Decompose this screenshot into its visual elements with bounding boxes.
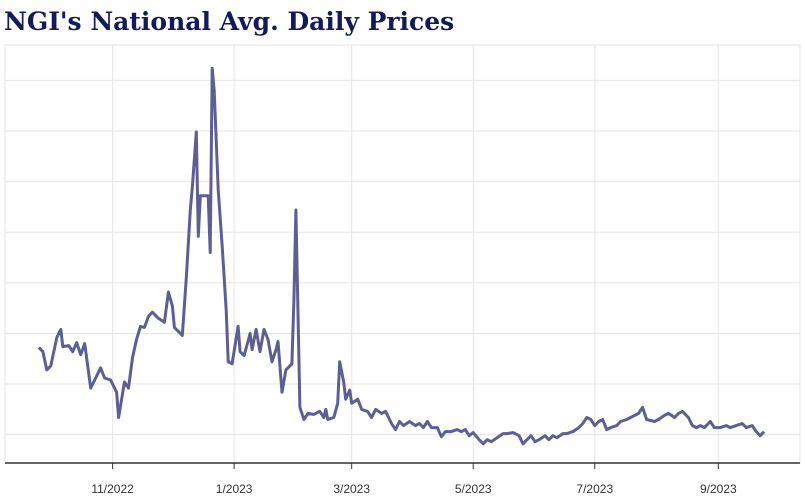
x-tick-label: 3/2023 <box>333 482 370 496</box>
x-tick-label: 9/2023 <box>700 482 737 496</box>
plot-area <box>4 44 801 464</box>
x-tick-label: 7/2023 <box>576 482 613 496</box>
price-line <box>37 66 766 446</box>
x-tick-label: 5/2023 <box>455 482 492 496</box>
x-tick-label: 1/2023 <box>216 482 253 496</box>
chart-title: NGI's National Avg. Daily Prices <box>4 7 454 36</box>
x-tick-label: 11/2022 <box>91 482 134 496</box>
